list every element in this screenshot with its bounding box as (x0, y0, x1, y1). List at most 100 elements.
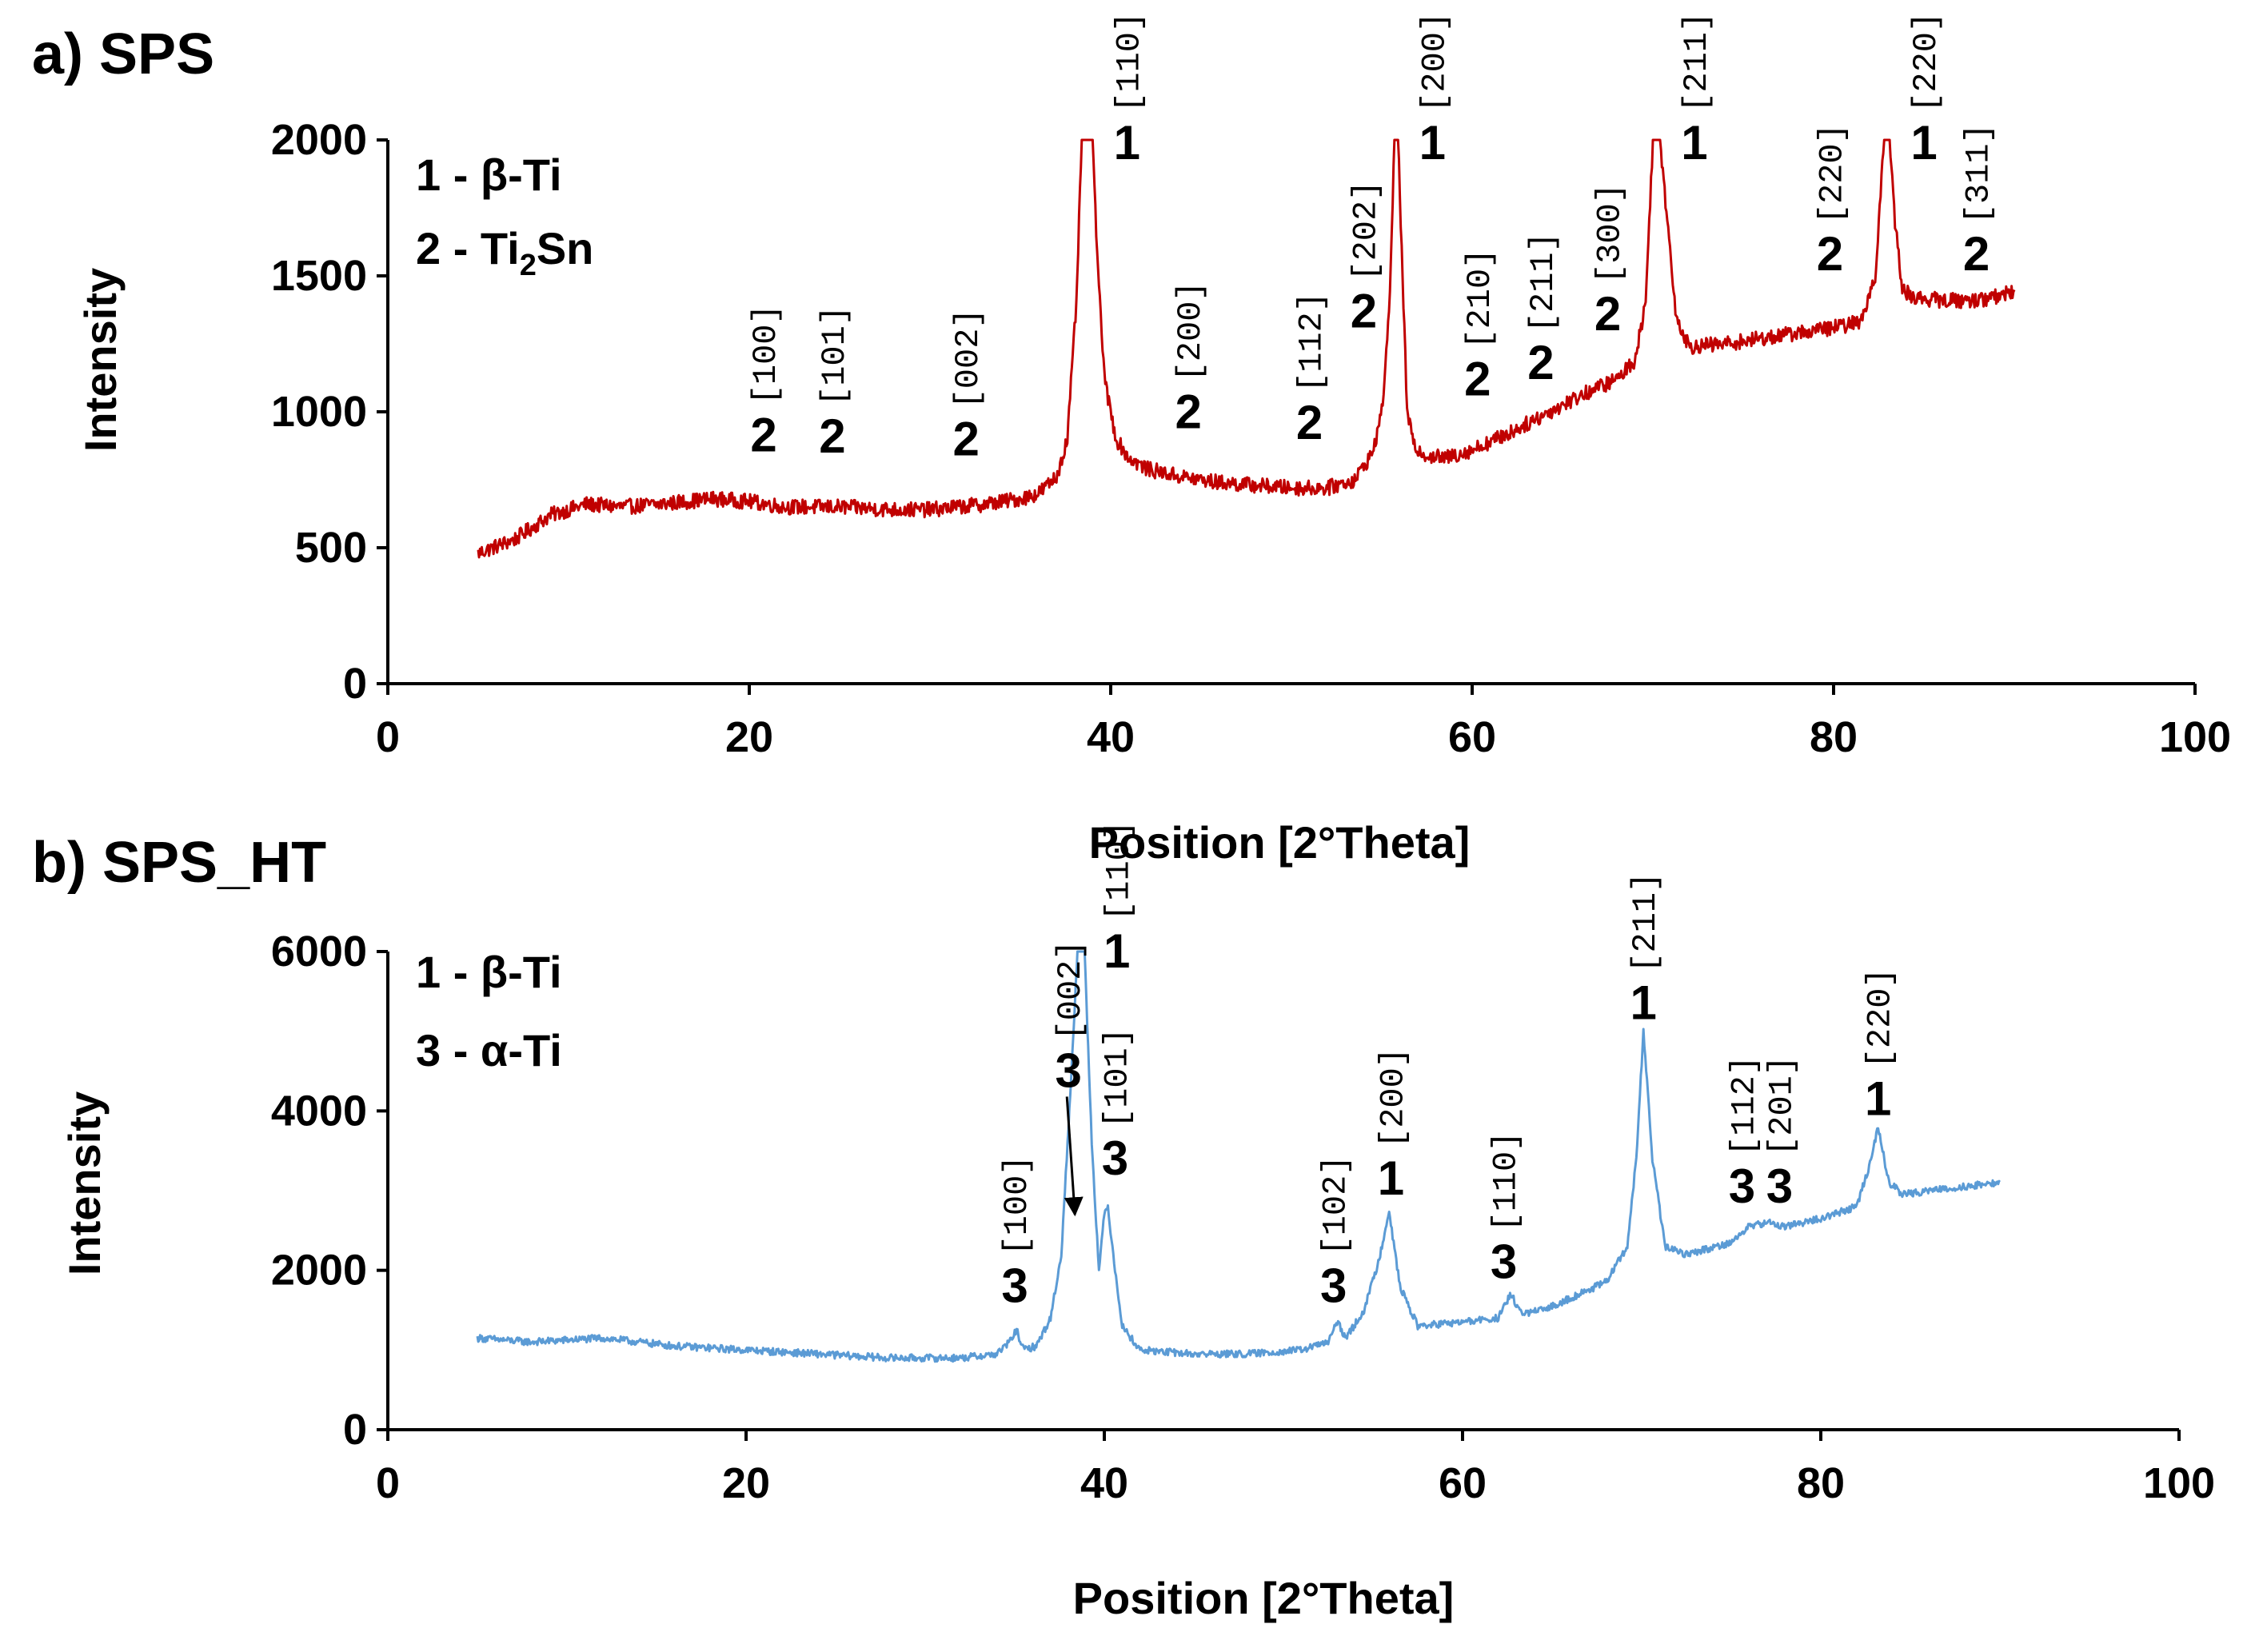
peak-label: 3[002] (1052, 940, 1090, 1217)
peak-phase-number: 1 (1681, 116, 1707, 170)
peak-label: 1[200] (1415, 12, 1454, 170)
x-axis-title-a: Position [2°Theta] (1089, 817, 1471, 868)
peak-hkl-index: [112] (1293, 292, 1331, 393)
peak-label: 2[300] (1591, 183, 1630, 341)
peak-phase-number: 3 (1102, 1131, 1128, 1185)
legend-entry-alpha-ti: 3 - α-Ti (416, 1025, 562, 1075)
x-tick-label: 60 (1439, 1459, 1487, 1507)
peak-label: 3[201] (1762, 1055, 1801, 1213)
y-axis-title-a: Intensity (75, 268, 126, 452)
peak-hkl-index: [110] (1110, 12, 1148, 113)
peak-phase-number: 3 (1766, 1159, 1793, 1213)
peak-label: 3[102] (1317, 1155, 1355, 1313)
chart-panel-b: b) SPS_HT Intensity Position [2°Theta] 1… (32, 820, 2215, 1623)
peak-phase-number: 3 (1056, 1043, 1082, 1097)
legend-a: 1 - β-Ti 2 - Ti2Sn (416, 150, 593, 282)
peak-phase-number: 3 (1729, 1159, 1755, 1213)
peak-phase-number: 1 (1419, 116, 1446, 170)
y-tick-label: 0 (343, 660, 367, 708)
peak-label: 1[200] (1374, 1047, 1412, 1205)
x-tick-label: 100 (2143, 1459, 2215, 1507)
peak-label: 2[311] (1960, 123, 1998, 281)
peak-hkl-index: [200] (1171, 281, 1210, 381)
peak-hkl-index: [211] (1626, 872, 1665, 973)
peak-label: 1[110] (1110, 12, 1148, 170)
series-line-sps (477, 138, 2016, 559)
panel-title-b: b) SPS_HT (32, 831, 326, 895)
peak-phase-number: 1 (1910, 116, 1937, 170)
x-tick-label: 80 (1797, 1459, 1845, 1507)
peak-label: 2 [200] (1171, 281, 1210, 438)
y-axis-title-b: Intensity (59, 1091, 110, 1275)
y-tick-label: 1000 (271, 388, 367, 436)
peak-phase-number: 2 (1464, 353, 1491, 406)
peak-hkl-index: [002] (949, 308, 988, 409)
y-tick-label: 6000 (271, 928, 367, 976)
peak-label: 2[211] (1524, 232, 1563, 389)
peak-hkl-index: [102] (1317, 1155, 1355, 1256)
peak-hkl-index: [202] (1347, 181, 1385, 281)
x-tick-label: 0 (376, 713, 400, 761)
peak-label: 1[220] (1907, 12, 1946, 170)
peak-hkl-index: [101] (1098, 1028, 1136, 1128)
peak-phase-number: 2 (1963, 227, 1990, 281)
peak-hkl-index: [100] (998, 1155, 1036, 1256)
peak-phase-number: 3 (1320, 1259, 1347, 1313)
x-tick-label: 40 (1087, 713, 1135, 761)
peak-label: 2 [202] (1347, 181, 1385, 338)
x-tick-label: 40 (1080, 1459, 1128, 1507)
peak-hkl-index: [110] (1487, 1131, 1526, 1232)
peak-hkl-index: [200] (1374, 1047, 1412, 1148)
peak-phase-number: 1 (1865, 1071, 1891, 1125)
peak-label: 2[112] (1293, 292, 1331, 449)
peak-phase-number: 2 (1175, 385, 1201, 438)
x-tick-label: 60 (1448, 713, 1496, 761)
peak-phase-number: 2 (819, 409, 845, 463)
legend-entry-beta-ti: 1 - β-Ti (416, 947, 562, 997)
peak-label: 1[110] (1100, 820, 1139, 978)
peak-phase-number: 2 (953, 412, 980, 465)
peak-label: 3[110] (1487, 1131, 1526, 1289)
peak-phase-number: 1 (1104, 924, 1130, 978)
peak-hkl-index: [101] (816, 305, 854, 406)
peak-label: 2[220] (1813, 123, 1851, 281)
peak-hkl-index: [210] (1461, 249, 1499, 349)
peak-phase-number: 2 (750, 408, 776, 461)
y-tick-label: 2000 (271, 116, 367, 164)
peak-phase-number: 2 (1527, 336, 1554, 389)
peak-hkl-index: [311] (1960, 123, 1998, 224)
peak-hkl-index: [220] (1813, 123, 1851, 224)
peak-label: 1[211] (1678, 12, 1716, 170)
peak-hkl-index: [112] (1725, 1055, 1763, 1156)
peak-label: 3[100] (998, 1155, 1036, 1313)
y-tick-label: 4000 (271, 1087, 367, 1135)
peak-hkl-index: [002] (1052, 940, 1090, 1040)
peak-hkl-index: [211] (1524, 232, 1563, 333)
peak-phase-number: 2 (1594, 287, 1621, 341)
x-tick-label: 100 (2159, 713, 2231, 761)
y-tick-label: 2000 (271, 1247, 367, 1295)
x-tick-label: 20 (725, 713, 773, 761)
peak-phase-number: 3 (1491, 1235, 1517, 1289)
peak-phase-number: 1 (1114, 116, 1140, 170)
peak-label: 3[112] (1725, 1055, 1763, 1213)
peak-label: 2[100] (747, 304, 785, 461)
x-axis-title-b: Position [2°Theta] (1073, 1573, 1455, 1623)
peak-hkl-index: [110] (1100, 820, 1139, 921)
y-tick-label: 500 (295, 524, 367, 572)
peak-phase-number: 2 (1351, 285, 1377, 338)
panel-title-a: a) SPS (32, 22, 214, 86)
y-tick-label: 0 (343, 1406, 367, 1454)
peak-phase-number: 3 (1001, 1259, 1028, 1313)
y-tick-label: 1500 (271, 252, 367, 300)
peak-hkl-index: [220] (1907, 12, 1946, 113)
peak-hkl-index: [201] (1762, 1055, 1801, 1156)
x-tick-label: 20 (722, 1459, 770, 1507)
peak-label: 2[101] (816, 305, 854, 463)
peak-label: 1[211] (1626, 872, 1665, 1030)
plot-area-a: 0 20 40 60 80 10005001000150020002[100]2[101]… (271, 12, 2231, 761)
peak-hkl-index: [211] (1678, 12, 1716, 113)
peak-hkl-index: [300] (1591, 183, 1630, 284)
